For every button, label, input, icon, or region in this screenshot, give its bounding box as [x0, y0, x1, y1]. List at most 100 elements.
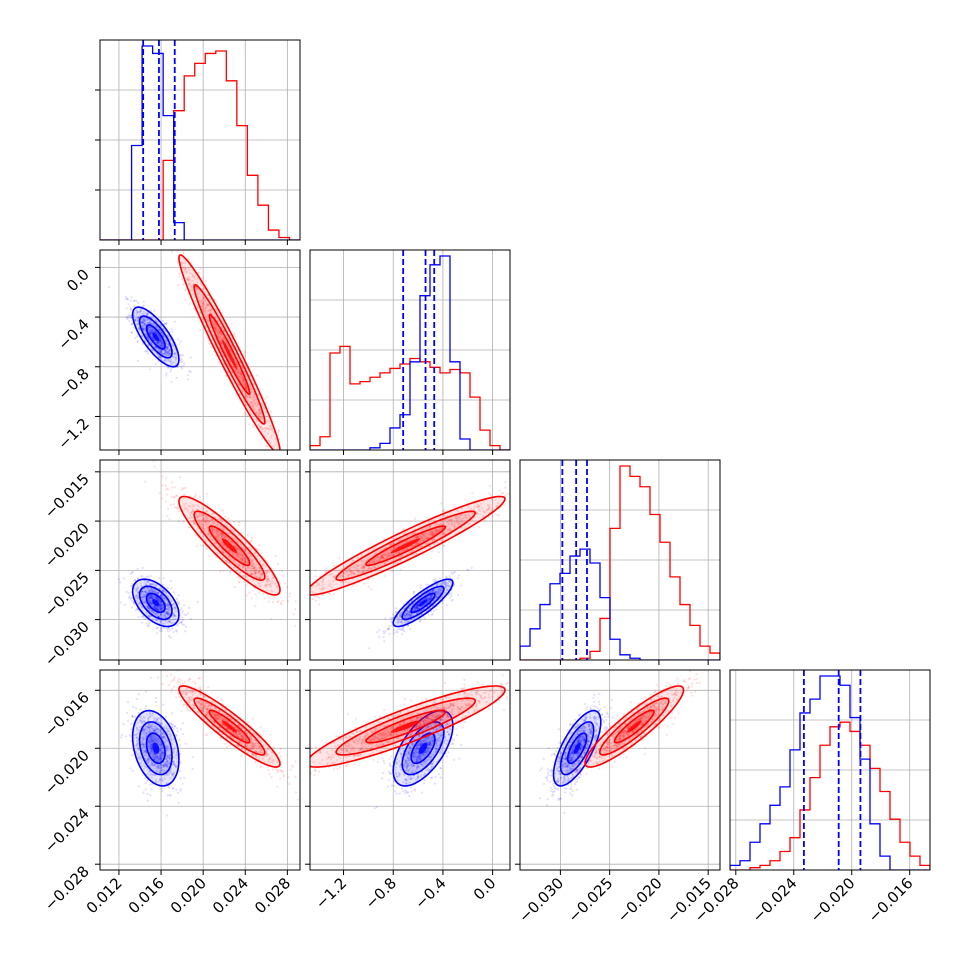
scatter-point — [422, 534, 425, 537]
scatter-point — [136, 339, 139, 343]
scatter-point — [165, 354, 168, 357]
scatter-point — [150, 330, 153, 333]
scatter-point — [174, 606, 177, 609]
scatter-point — [140, 584, 143, 588]
scatter-point — [429, 610, 433, 613]
scatter-point — [191, 509, 194, 513]
scatter-point — [234, 561, 237, 565]
scatter-point — [262, 592, 265, 596]
scatter-point — [135, 589, 138, 592]
scatter-point — [175, 357, 178, 360]
scatter-point — [163, 614, 166, 617]
scatter-point — [165, 352, 168, 355]
scatter-point — [150, 602, 154, 605]
scatter-point — [151, 589, 154, 592]
scatter-point — [161, 588, 164, 591]
scatter-point — [220, 531, 223, 534]
scatter-point — [150, 589, 153, 592]
scatter-point — [192, 519, 195, 523]
scatter-point — [250, 572, 254, 575]
scatter-point — [166, 604, 169, 607]
scatter-point — [420, 537, 423, 540]
scatter-point — [136, 585, 140, 588]
scatter-point — [243, 386, 246, 389]
scatter-point — [213, 321, 216, 325]
scatter-point — [430, 613, 433, 616]
scatter-point — [252, 579, 255, 582]
scatter-point — [383, 640, 386, 643]
scatter-point — [245, 584, 248, 587]
scatter-point — [156, 341, 159, 344]
scatter-point — [170, 495, 174, 498]
scatter-point — [163, 614, 166, 617]
scatter-point — [236, 371, 239, 374]
scatter-point — [160, 607, 163, 610]
scatter-point — [152, 322, 155, 325]
scatter-point — [389, 616, 392, 620]
scatter-point — [152, 611, 155, 614]
scatter-point — [488, 504, 492, 507]
scatter-point — [213, 515, 216, 518]
scatter-point — [316, 581, 319, 584]
chart-marks: −0.028 −0.024 −0.020 −0.016−1.2−0.8−0.40.0−… — [41, 39, 931, 926]
scatter-point — [186, 277, 189, 280]
scatter-point — [145, 622, 148, 625]
scatter-point — [164, 353, 168, 357]
scatter-point — [408, 614, 411, 617]
scatter-point — [275, 456, 277, 458]
scatter-point — [151, 349, 154, 352]
scatter-point — [246, 566, 249, 570]
scatter-point — [447, 593, 450, 596]
scatter-point — [162, 597, 165, 600]
scatter-point — [473, 505, 476, 508]
scatter-point — [183, 362, 186, 365]
scatter-point — [458, 522, 461, 525]
scatter-point — [138, 601, 141, 604]
scatter-point — [145, 318, 148, 321]
scatter-point — [168, 359, 171, 363]
scatter-point — [269, 442, 272, 445]
scatter-point — [450, 599, 453, 602]
scatter-point — [244, 384, 247, 387]
scatter-point — [405, 613, 408, 616]
scatter-point — [410, 554, 413, 557]
scatter-point — [129, 308, 132, 311]
scatter-point — [147, 614, 150, 617]
scatter-point — [245, 415, 248, 418]
scatter-point — [246, 566, 250, 569]
scatter-point — [224, 536, 227, 539]
scatter-point — [368, 647, 371, 650]
scatter-point — [383, 537, 386, 540]
scatter-point — [200, 305, 203, 308]
scatter-point — [162, 327, 165, 331]
scatter-point — [425, 583, 428, 586]
scatter-point — [377, 564, 380, 568]
scatter-point — [157, 609, 160, 612]
scatter-point — [168, 613, 171, 616]
scatter-point — [485, 508, 488, 511]
scatter-point — [159, 620, 162, 624]
scatter-point — [239, 557, 242, 560]
scatter-point — [169, 339, 172, 342]
scatter-point — [143, 595, 146, 598]
scatter-point — [213, 298, 216, 301]
scatter-point — [153, 465, 156, 468]
scatter-point — [153, 605, 156, 609]
scatter-point — [201, 302, 204, 305]
scatter-point — [136, 312, 139, 315]
scatter-point — [232, 520, 235, 524]
scatter-point — [211, 527, 214, 530]
scatter-point — [191, 288, 194, 291]
scatter-point — [410, 604, 414, 607]
scatter-point — [169, 629, 172, 632]
scatter-point — [154, 596, 157, 600]
scatter-point — [208, 535, 212, 538]
scatter-point — [194, 493, 197, 496]
scatter-point — [257, 571, 260, 574]
scatter-point — [428, 598, 431, 601]
scatter-point — [304, 588, 306, 590]
scatter-point — [215, 310, 219, 313]
scatter-point — [235, 369, 238, 372]
scatter-point — [150, 328, 154, 331]
scatter-point — [221, 534, 224, 537]
